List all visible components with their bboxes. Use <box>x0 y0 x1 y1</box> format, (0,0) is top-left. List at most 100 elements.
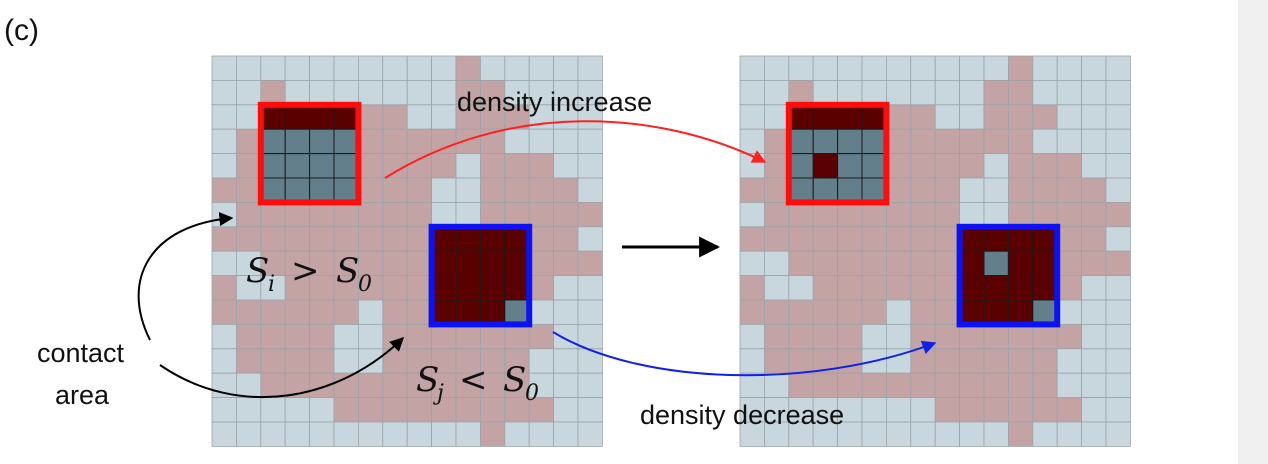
grid-cell <box>983 299 1009 325</box>
grid-cell <box>504 128 530 154</box>
grid-cell <box>211 153 237 179</box>
grid-cell <box>211 397 237 423</box>
grid-cell <box>406 226 433 252</box>
grid-cell <box>211 226 237 252</box>
grid-cell <box>788 80 814 106</box>
grid-cell <box>260 153 286 179</box>
grid-cell <box>309 275 335 301</box>
grid-cell <box>1081 153 1107 179</box>
grid-cell <box>983 55 1009 81</box>
grid-cell <box>1032 421 1058 447</box>
grid-cell <box>309 55 335 81</box>
grid-cell <box>382 177 408 203</box>
grid-cell <box>260 372 286 399</box>
grid-cell <box>910 153 936 179</box>
grid-cell <box>553 323 579 350</box>
grid-cell <box>333 226 359 252</box>
grid-cell <box>455 201 481 228</box>
grid-cell <box>1007 299 1034 325</box>
grid-cell <box>528 177 555 203</box>
grid-cell <box>333 397 359 423</box>
grid-cell <box>479 323 506 350</box>
grid-cell <box>1081 348 1107 374</box>
grid-cell <box>788 153 814 179</box>
grid-cell <box>553 348 579 374</box>
grid-cell <box>309 421 335 447</box>
grid-cell <box>553 80 579 106</box>
grid-cell <box>764 128 790 154</box>
condition-sj-less: S j < S 0 <box>416 360 539 406</box>
grid-cell <box>504 275 530 301</box>
grid-cell <box>455 55 481 81</box>
grid-cell <box>260 201 286 228</box>
grid-cell <box>357 226 384 252</box>
grid-cell <box>1008 104 1034 130</box>
grid-cell <box>235 128 262 154</box>
grid-cell <box>934 275 961 301</box>
grid-cell <box>577 128 603 154</box>
grid-cell <box>837 201 863 228</box>
grid-cell <box>431 323 457 350</box>
grid-cell <box>431 348 457 374</box>
grid-cell <box>764 250 790 276</box>
grid-cell <box>812 275 839 301</box>
grid-cell <box>357 153 384 179</box>
grid-cell <box>260 323 286 350</box>
grid-cell <box>528 299 555 325</box>
grid-cell <box>577 348 603 374</box>
grid-cell <box>837 348 863 374</box>
grid-cell <box>983 250 1009 277</box>
grid-cell <box>861 421 887 447</box>
grid-cell <box>504 177 530 203</box>
grid-cell <box>431 397 457 423</box>
grid-cell <box>983 177 1009 203</box>
grid-cell <box>357 177 384 203</box>
grid-cell <box>455 299 481 325</box>
grid-cell <box>812 104 839 130</box>
grid-cell <box>1105 299 1131 325</box>
grid-cell <box>739 153 765 179</box>
grid-cell <box>455 250 481 277</box>
grid-cell <box>861 299 887 325</box>
grid-cell <box>1105 323 1131 350</box>
grid-cell <box>1032 201 1058 228</box>
grid-cell <box>934 348 961 374</box>
grid-cell <box>886 128 912 154</box>
grid-cell <box>959 55 985 81</box>
grid-cell <box>959 80 985 106</box>
grid-cell <box>764 177 790 203</box>
grid-cell <box>1008 323 1034 350</box>
grid-cell <box>211 323 237 350</box>
grid-cell <box>837 323 863 350</box>
grid-cell <box>528 421 555 447</box>
grid-cell <box>260 104 286 130</box>
grid-cell <box>983 275 1009 301</box>
grid-cell <box>504 226 530 252</box>
grid-cell <box>333 299 359 325</box>
red-box-before <box>257 101 362 206</box>
grid-cell <box>577 299 603 325</box>
grid-cell <box>910 55 936 81</box>
grid-cell <box>406 104 433 130</box>
grid-cell <box>406 372 433 399</box>
grid-cell <box>1008 80 1034 106</box>
grid-cell <box>837 55 863 81</box>
grid-cell <box>284 153 311 179</box>
grid-cell <box>479 201 506 228</box>
grid-cell <box>309 348 335 374</box>
grid-cell <box>764 421 790 447</box>
grid-cell <box>553 397 579 423</box>
grid-cell <box>1007 250 1034 277</box>
grid-cell <box>1008 177 1034 203</box>
grid-cell <box>788 177 814 203</box>
grid-cell <box>983 372 1009 399</box>
grid-cell <box>910 226 936 252</box>
grid-cell <box>788 299 814 325</box>
grid-cell <box>406 397 433 423</box>
grid-cell <box>309 128 335 155</box>
grid-cell <box>739 104 765 130</box>
grid-cell <box>528 250 555 276</box>
grid-cell <box>260 226 286 252</box>
grid-cell <box>1056 80 1082 106</box>
grid-cell <box>260 250 286 276</box>
